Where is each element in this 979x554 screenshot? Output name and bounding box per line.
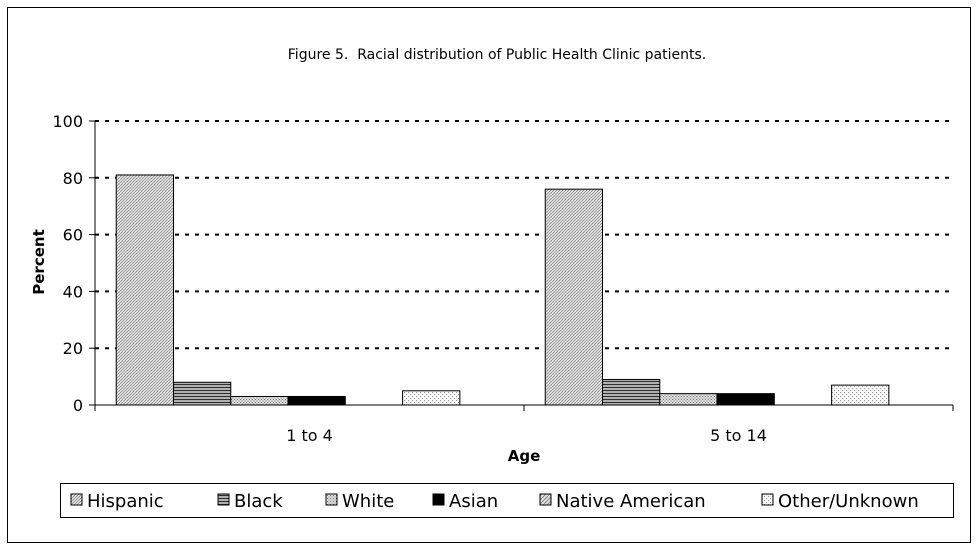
legend-label-hispanic: Hispanic [87,491,164,512]
chart-title: Figure 5. Racial distribution of Public … [288,47,706,63]
legend-swatch-native-american [539,493,552,506]
bar-asian-2 [716,393,775,406]
bar-white-2 [659,393,718,406]
legend-swatch-asian [432,493,445,506]
y-axis-label: Percent [30,229,48,294]
bar-asian-1 [287,395,346,406]
y-tick-label: 60 [63,226,83,245]
gridlines [95,120,953,350]
bar-hispanic-1 [115,174,175,406]
x-tick-label: 5 to 14 [710,426,767,445]
axes: 0 20 40 60 80 100 1 to 4 5 to 14 [52,112,954,445]
legend-label-other-unknown: Other/Unknown [778,491,919,512]
legend-swatch-other-unknown [761,493,774,506]
legend-box [60,483,954,518]
legend-label-white: White [342,491,394,512]
legend-swatch-hispanic [70,493,83,506]
y-tick-label: 80 [63,169,83,188]
x-tick-label: 1 to 4 [286,426,333,445]
legend-label-asian: Asian [449,491,498,512]
legend-label-black: Black [234,491,283,512]
legend-label-native-american: Native American [556,491,706,512]
bar-hispanic-2 [544,188,604,406]
y-tick-label: 20 [63,339,83,358]
x-axis-label: Age [508,447,541,465]
bar-group [115,174,890,406]
bar-black-1 [173,381,232,406]
legend-swatch-black [217,493,230,506]
bar-black-2 [602,378,661,406]
legend-swatch-white [325,493,338,506]
bar-other-unknown-1 [402,390,461,406]
legend: Hispanic Black White Asian Native American Ot… [70,491,919,512]
bar-other-unknown-2 [831,384,890,406]
y-tick-label: 40 [63,282,83,301]
y-tick-label: 100 [52,112,83,131]
bar-white-1 [230,395,289,406]
y-tick-label: 0 [73,396,83,415]
